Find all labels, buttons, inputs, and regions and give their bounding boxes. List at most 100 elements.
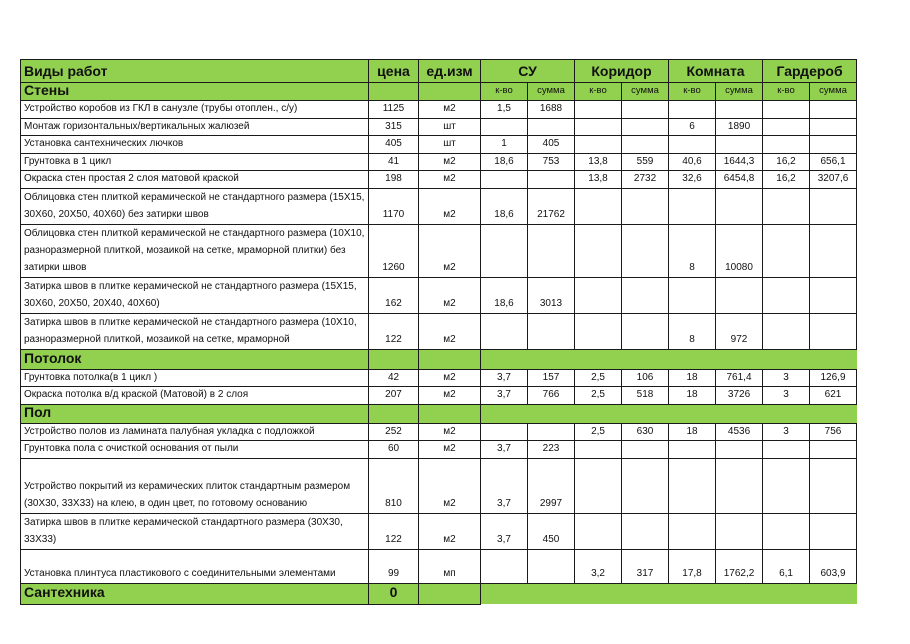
- sum-cell: [809, 117, 858, 136]
- table-row: Установка сантехнических лючков 405 шт 1 405: [20, 135, 858, 154]
- work-name: Грунтовка в 1 цикл: [20, 152, 369, 171]
- table-row: Монтаж горизонтальных/вертикальных жалюз…: [20, 117, 858, 136]
- work-name: Устройство полов из ламината палубная ук…: [20, 422, 369, 441]
- qty-cell: 2,5: [574, 368, 623, 387]
- qty-cell: [762, 512, 811, 550]
- unit: м2: [418, 223, 481, 278]
- work-name: Окраска потолка в/д краской (Матовой) в …: [20, 386, 369, 405]
- work-name: Устройство покрытий из керамических плит…: [20, 457, 369, 514]
- sum-cell: [621, 100, 670, 119]
- price: 198: [368, 170, 419, 189]
- sum-cell: 753: [526, 152, 576, 171]
- qty-cell: [762, 276, 811, 314]
- sum-cell: 106: [621, 368, 670, 387]
- qty-cell: 3,7: [480, 457, 528, 514]
- qty-cell: 13,8: [574, 152, 623, 171]
- sum-cell: 3013: [526, 276, 576, 314]
- section-fill: [479, 583, 857, 604]
- table-row: Грунтовка потолка(в 1 цикл ) 42 м2 3,7 157 2,…: [20, 368, 858, 387]
- qty-cell: [762, 223, 811, 278]
- sum-cell: [621, 223, 670, 278]
- subheader-qty: к-во: [480, 82, 528, 101]
- sum-cell: 1762,2: [715, 548, 764, 584]
- section-unit: [418, 348, 481, 370]
- sum-cell: 630: [621, 422, 670, 441]
- price: 207: [368, 386, 419, 405]
- qty-cell: 3,7: [480, 368, 528, 387]
- qty-cell: 18,6: [480, 187, 528, 225]
- unit: м2: [418, 152, 481, 171]
- sum-cell: 621: [809, 386, 858, 405]
- header-row: Виды работ цена ед.изм СУ Коридор Комната Гард…: [20, 59, 858, 83]
- sum-cell: [621, 312, 670, 350]
- sum-cell: 1890: [715, 117, 764, 136]
- unit: м2: [418, 100, 481, 119]
- sum-cell: [621, 440, 670, 459]
- qty-cell: [668, 512, 717, 550]
- qty-cell: 2,5: [574, 386, 623, 405]
- sum-cell: 21762: [526, 187, 576, 225]
- sum-cell: [809, 187, 858, 225]
- unit: м2: [418, 170, 481, 189]
- sum-cell: 157: [526, 368, 576, 387]
- sum-cell: 2997: [526, 457, 576, 514]
- work-name: Грунтовка потолка(в 1 цикл ): [20, 368, 369, 387]
- qty-cell: [668, 135, 717, 154]
- work-name: Затирка швов в плитке керамической не ст…: [20, 276, 369, 314]
- sum-cell: [621, 135, 670, 154]
- table-row: Затирка швов в плитке керамической не ст…: [20, 276, 858, 314]
- qty-cell: 6: [668, 117, 717, 136]
- sum-cell: [621, 457, 670, 514]
- sum-cell: [621, 512, 670, 550]
- work-name: Устройство коробов из ГКЛ в санузле (тру…: [20, 100, 369, 119]
- qty-cell: [480, 223, 528, 278]
- sum-cell: 559: [621, 152, 670, 171]
- qty-cell: 18: [668, 368, 717, 387]
- qty-cell: [668, 100, 717, 119]
- price: 42: [368, 368, 419, 387]
- sum-cell: 766: [526, 386, 576, 405]
- estimate-table: Виды работ цена ед.изм СУ Коридор Комната Гард…: [20, 59, 858, 605]
- sum-cell: 761,4: [715, 368, 764, 387]
- qty-cell: [762, 457, 811, 514]
- section-row: Сантехника 0: [20, 582, 857, 605]
- qty-cell: [574, 440, 623, 459]
- sum-cell: [715, 135, 764, 154]
- price: 60: [368, 440, 419, 459]
- header-room: Комната: [668, 59, 764, 83]
- sum-cell: [809, 440, 858, 459]
- qty-cell: 2,5: [574, 422, 623, 441]
- qty-cell: [574, 187, 623, 225]
- unit: мп: [418, 548, 481, 584]
- price: 122: [368, 312, 419, 350]
- table-row: Устройство покрытий из керамических плит…: [20, 457, 858, 514]
- qty-cell: 3,7: [480, 440, 528, 459]
- unit: м2: [418, 368, 481, 387]
- sum-cell: [715, 276, 764, 314]
- sum-cell: [809, 276, 858, 314]
- sum-cell: 4536: [715, 422, 764, 441]
- sum-cell: [621, 187, 670, 225]
- unit: м2: [418, 422, 481, 441]
- sum-cell: [526, 223, 576, 278]
- price: 252: [368, 422, 419, 441]
- section-unit: [418, 582, 481, 605]
- sum-cell: [715, 187, 764, 225]
- subheader-qty: к-во: [574, 82, 623, 101]
- sum-cell: [809, 135, 858, 154]
- qty-cell: 3: [762, 422, 811, 441]
- sum-cell: [526, 117, 576, 136]
- subheader-sum: сумма: [526, 82, 576, 101]
- unit: м2: [418, 276, 481, 314]
- sum-cell: 126,9: [809, 368, 858, 387]
- subheader-sum: сумма: [715, 82, 764, 101]
- sum-cell: 656,1: [809, 152, 858, 171]
- sum-cell: [809, 223, 858, 278]
- qty-cell: [480, 170, 528, 189]
- qty-cell: 8: [668, 312, 717, 350]
- qty-cell: 17,8: [668, 548, 717, 584]
- sum-cell: [809, 312, 858, 350]
- qty-cell: 6,1: [762, 548, 811, 584]
- sum-cell: [715, 457, 764, 514]
- sum-cell: [621, 117, 670, 136]
